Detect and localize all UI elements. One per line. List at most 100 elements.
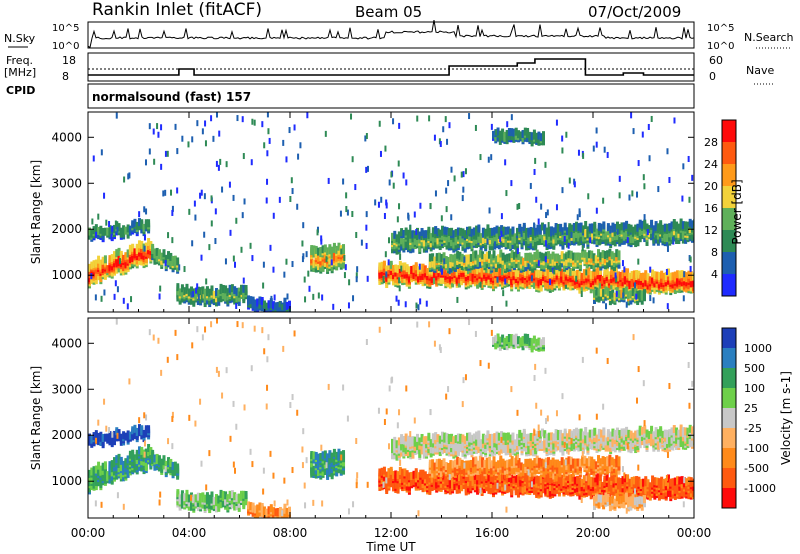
power-cell: [528, 252, 532, 261]
power-cell: [514, 127, 518, 136]
power-cell: [638, 234, 642, 243]
power-cell: [523, 267, 527, 276]
power-cell: [230, 284, 234, 293]
velocity-cell: [272, 507, 276, 516]
power-cell: [531, 254, 535, 263]
power-cell: [461, 228, 465, 237]
power-cell: [310, 245, 314, 254]
power-cell: [499, 249, 503, 258]
freq-trace: [88, 58, 694, 76]
velocity-cell: [221, 490, 225, 499]
power-cell: [431, 237, 435, 246]
power-cell: [567, 242, 570, 249]
velocity-cell: [201, 492, 205, 501]
power-cell: [678, 270, 682, 279]
power-cell: [471, 265, 475, 274]
power-cell: [605, 303, 608, 310]
velocity-cell: [378, 468, 382, 477]
velocity-cell: [555, 477, 559, 486]
power-cell: [486, 236, 490, 245]
velocity-cell: [626, 474, 630, 483]
power-cell: [453, 175, 456, 182]
power-colorbar-tick: 24: [704, 158, 718, 171]
velocity-cell: [330, 452, 334, 461]
power-cell: [680, 282, 684, 291]
power-cell: [219, 294, 223, 303]
velocity-cell: [412, 470, 416, 479]
power-cell: [148, 123, 151, 130]
power-cell: [544, 161, 547, 168]
power-cell: [426, 267, 430, 276]
velocity-cell: [310, 451, 314, 460]
velocity-cell: [501, 479, 505, 488]
power-cell: [240, 246, 243, 253]
power-cell: [569, 250, 573, 259]
power-cell: [531, 227, 535, 236]
power-cell: [595, 207, 598, 214]
power-cell: [560, 251, 564, 260]
power-cell: [691, 174, 694, 181]
velocity-cell: [594, 474, 598, 483]
velocity-cell: [551, 481, 555, 490]
power-cell: [479, 233, 483, 242]
power-cell: [661, 231, 664, 238]
power-cell: [355, 272, 358, 279]
power-colorbar-label: Power [dB]: [730, 179, 744, 244]
freq-tick-bottom: 8: [62, 70, 69, 83]
power-cell: [603, 280, 607, 289]
power-cell: [625, 301, 628, 308]
power-cell: [283, 297, 287, 306]
power-cell: [682, 163, 685, 170]
power-cell: [610, 266, 614, 275]
power-cell: [156, 123, 159, 130]
velocity-cell: [342, 466, 346, 475]
velocity-cell: [94, 477, 98, 486]
power-cell: [535, 277, 539, 286]
velocity-cell: [88, 469, 91, 478]
power-cell: [191, 136, 194, 143]
power-cell: [224, 258, 227, 265]
power-cell: [528, 131, 532, 140]
power-cell: [261, 121, 264, 128]
power-cell: [402, 230, 406, 239]
power-cell: [563, 235, 566, 242]
power-cell: [417, 304, 420, 311]
power-cell: [235, 302, 238, 309]
freq-panel: Freq. [MHz] CPID 18 8 60 0 Nave: [4, 52, 774, 97]
power-cell: [153, 254, 157, 263]
power-cell: [514, 268, 518, 277]
velocity-cell: [144, 425, 148, 434]
velocity-cell: [283, 509, 287, 518]
power-cell: [566, 267, 570, 276]
power-cell: [118, 258, 121, 265]
velocity-cell: [480, 479, 484, 488]
power-cell: [570, 232, 573, 239]
power-cell: [437, 252, 441, 261]
power-cell: [657, 272, 661, 281]
power-colorbar-tick: 16: [704, 202, 718, 215]
power-cell: [551, 275, 555, 284]
velocity-cell: [260, 509, 264, 518]
velocity-cell: [421, 484, 425, 493]
velocity-cell: [537, 476, 541, 485]
velocity-cell: [247, 501, 251, 510]
power-cell: [621, 278, 625, 287]
power-cell: [597, 288, 601, 297]
power-cell: [385, 265, 389, 274]
power-cell: [691, 276, 694, 285]
power-cell: [506, 238, 510, 247]
power-cell: [176, 148, 179, 155]
power-cell: [478, 268, 482, 277]
power-cell: [547, 222, 550, 229]
nave-tick-bottom: 0: [709, 70, 716, 83]
power-cell: [605, 273, 609, 282]
power-cell: [148, 148, 151, 155]
velocity-cell: [215, 494, 219, 503]
power-cell: [572, 233, 576, 242]
power-cell: [613, 292, 617, 301]
power-cell: [314, 245, 318, 254]
power-cell: [415, 228, 418, 235]
power-cell: [612, 252, 616, 261]
power-cell: [97, 226, 101, 235]
power-cell: [490, 154, 493, 161]
